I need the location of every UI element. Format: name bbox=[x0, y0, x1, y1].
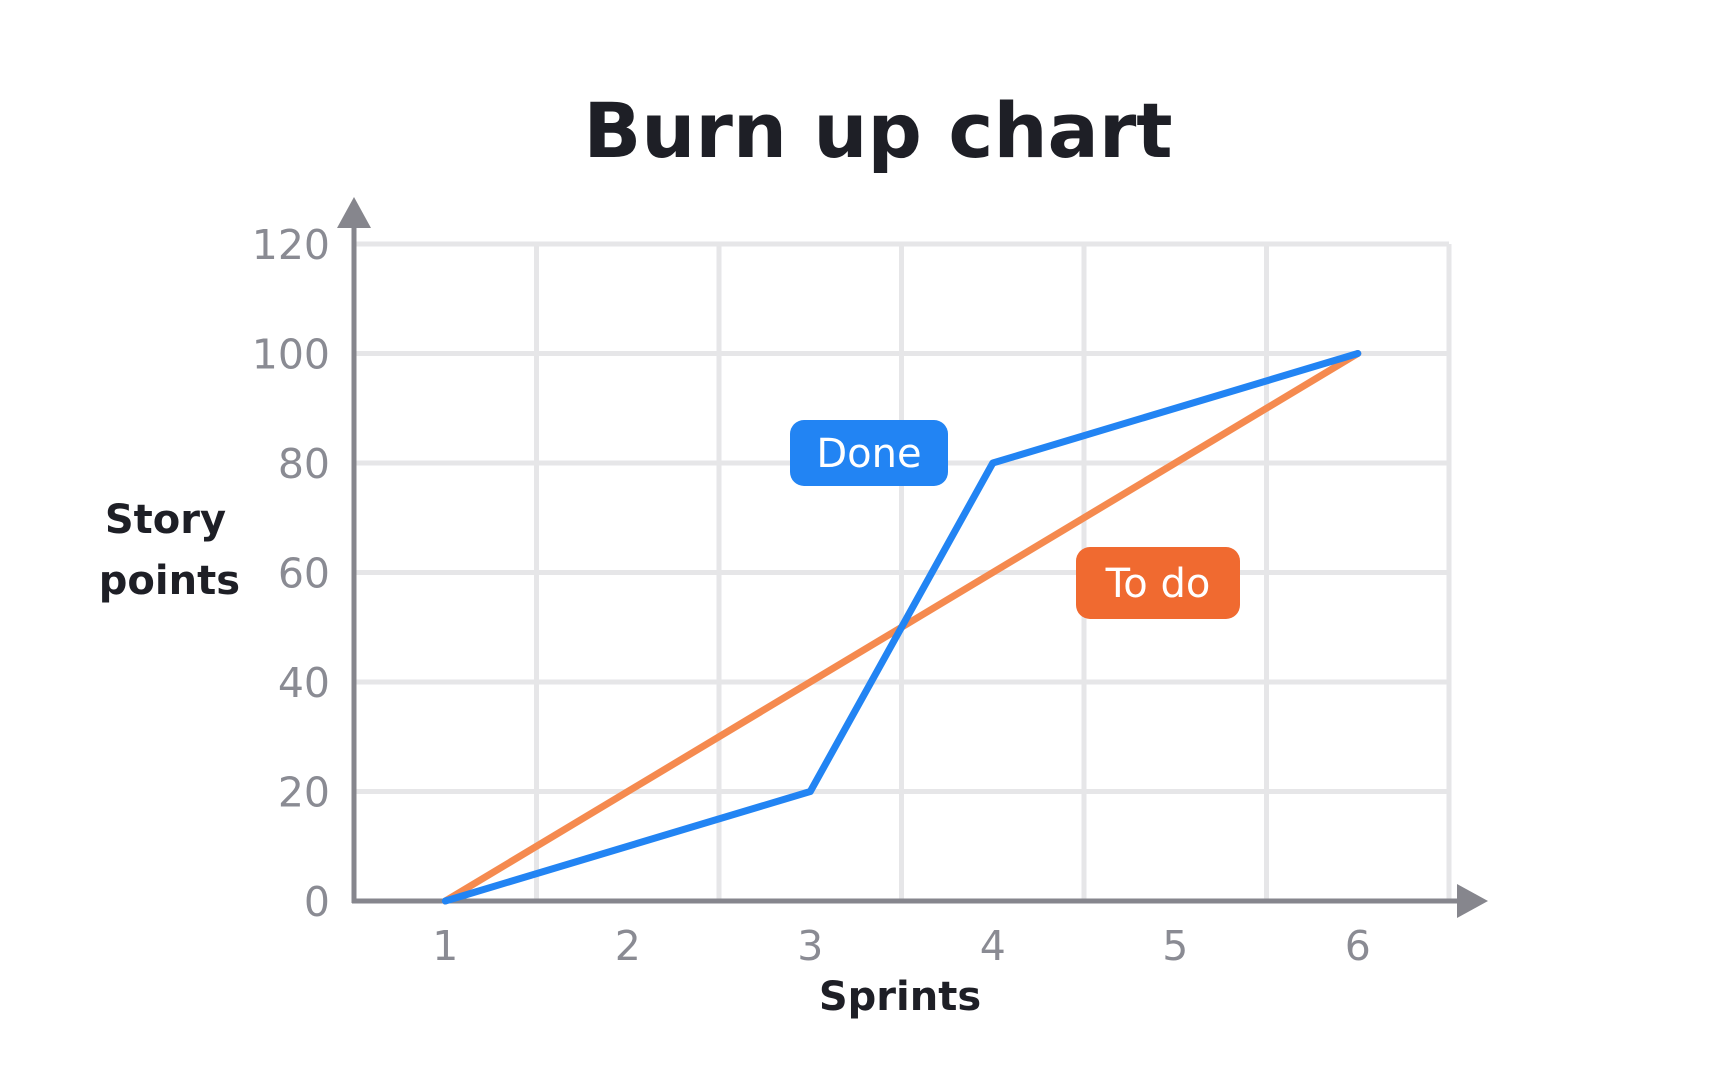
series-line-done bbox=[441, 350, 1362, 905]
grid bbox=[354, 241, 1452, 901]
series-lines bbox=[441, 350, 1362, 905]
y-axis-label: Story points bbox=[99, 497, 240, 604]
y-tick-label: 0 bbox=[304, 878, 330, 926]
x-tick-label: 4 bbox=[980, 922, 1006, 970]
axes bbox=[337, 197, 1488, 918]
y-tick-label: 40 bbox=[278, 659, 330, 707]
x-tick-label: 5 bbox=[1162, 922, 1188, 970]
x-axis-arrow bbox=[1457, 884, 1488, 918]
x-tick-label: 1 bbox=[432, 922, 458, 970]
y-axis-label-line-2: points bbox=[99, 558, 240, 604]
series-labels: To do Done bbox=[790, 420, 1240, 619]
x-tick-label: 6 bbox=[1345, 922, 1371, 970]
chart-title: Burn up chart bbox=[583, 86, 1172, 175]
tick-labels: 0 20 40 60 80 100 120 1 2 3 4 5 6 bbox=[252, 221, 1371, 970]
y-axis-label-line-1: Story bbox=[105, 497, 226, 543]
y-axis-arrow bbox=[337, 197, 371, 228]
series-label-text: To do bbox=[1105, 561, 1211, 607]
x-tick-label: 3 bbox=[797, 922, 823, 970]
x-axis-label: Sprints bbox=[819, 974, 981, 1020]
series-label-text: Done bbox=[816, 431, 921, 477]
series-label-badge bbox=[790, 420, 948, 486]
y-tick-label: 80 bbox=[278, 440, 330, 488]
y-tick-label: 100 bbox=[252, 331, 330, 379]
y-tick-label: 60 bbox=[278, 550, 330, 598]
x-tick-label: 2 bbox=[615, 922, 641, 970]
series-label-done: Done bbox=[790, 420, 948, 486]
series-label-to-do: To do bbox=[1076, 547, 1240, 619]
series-label-badge bbox=[1076, 547, 1240, 619]
y-tick-label: 120 bbox=[252, 221, 330, 269]
y-tick-label: 20 bbox=[278, 769, 330, 817]
